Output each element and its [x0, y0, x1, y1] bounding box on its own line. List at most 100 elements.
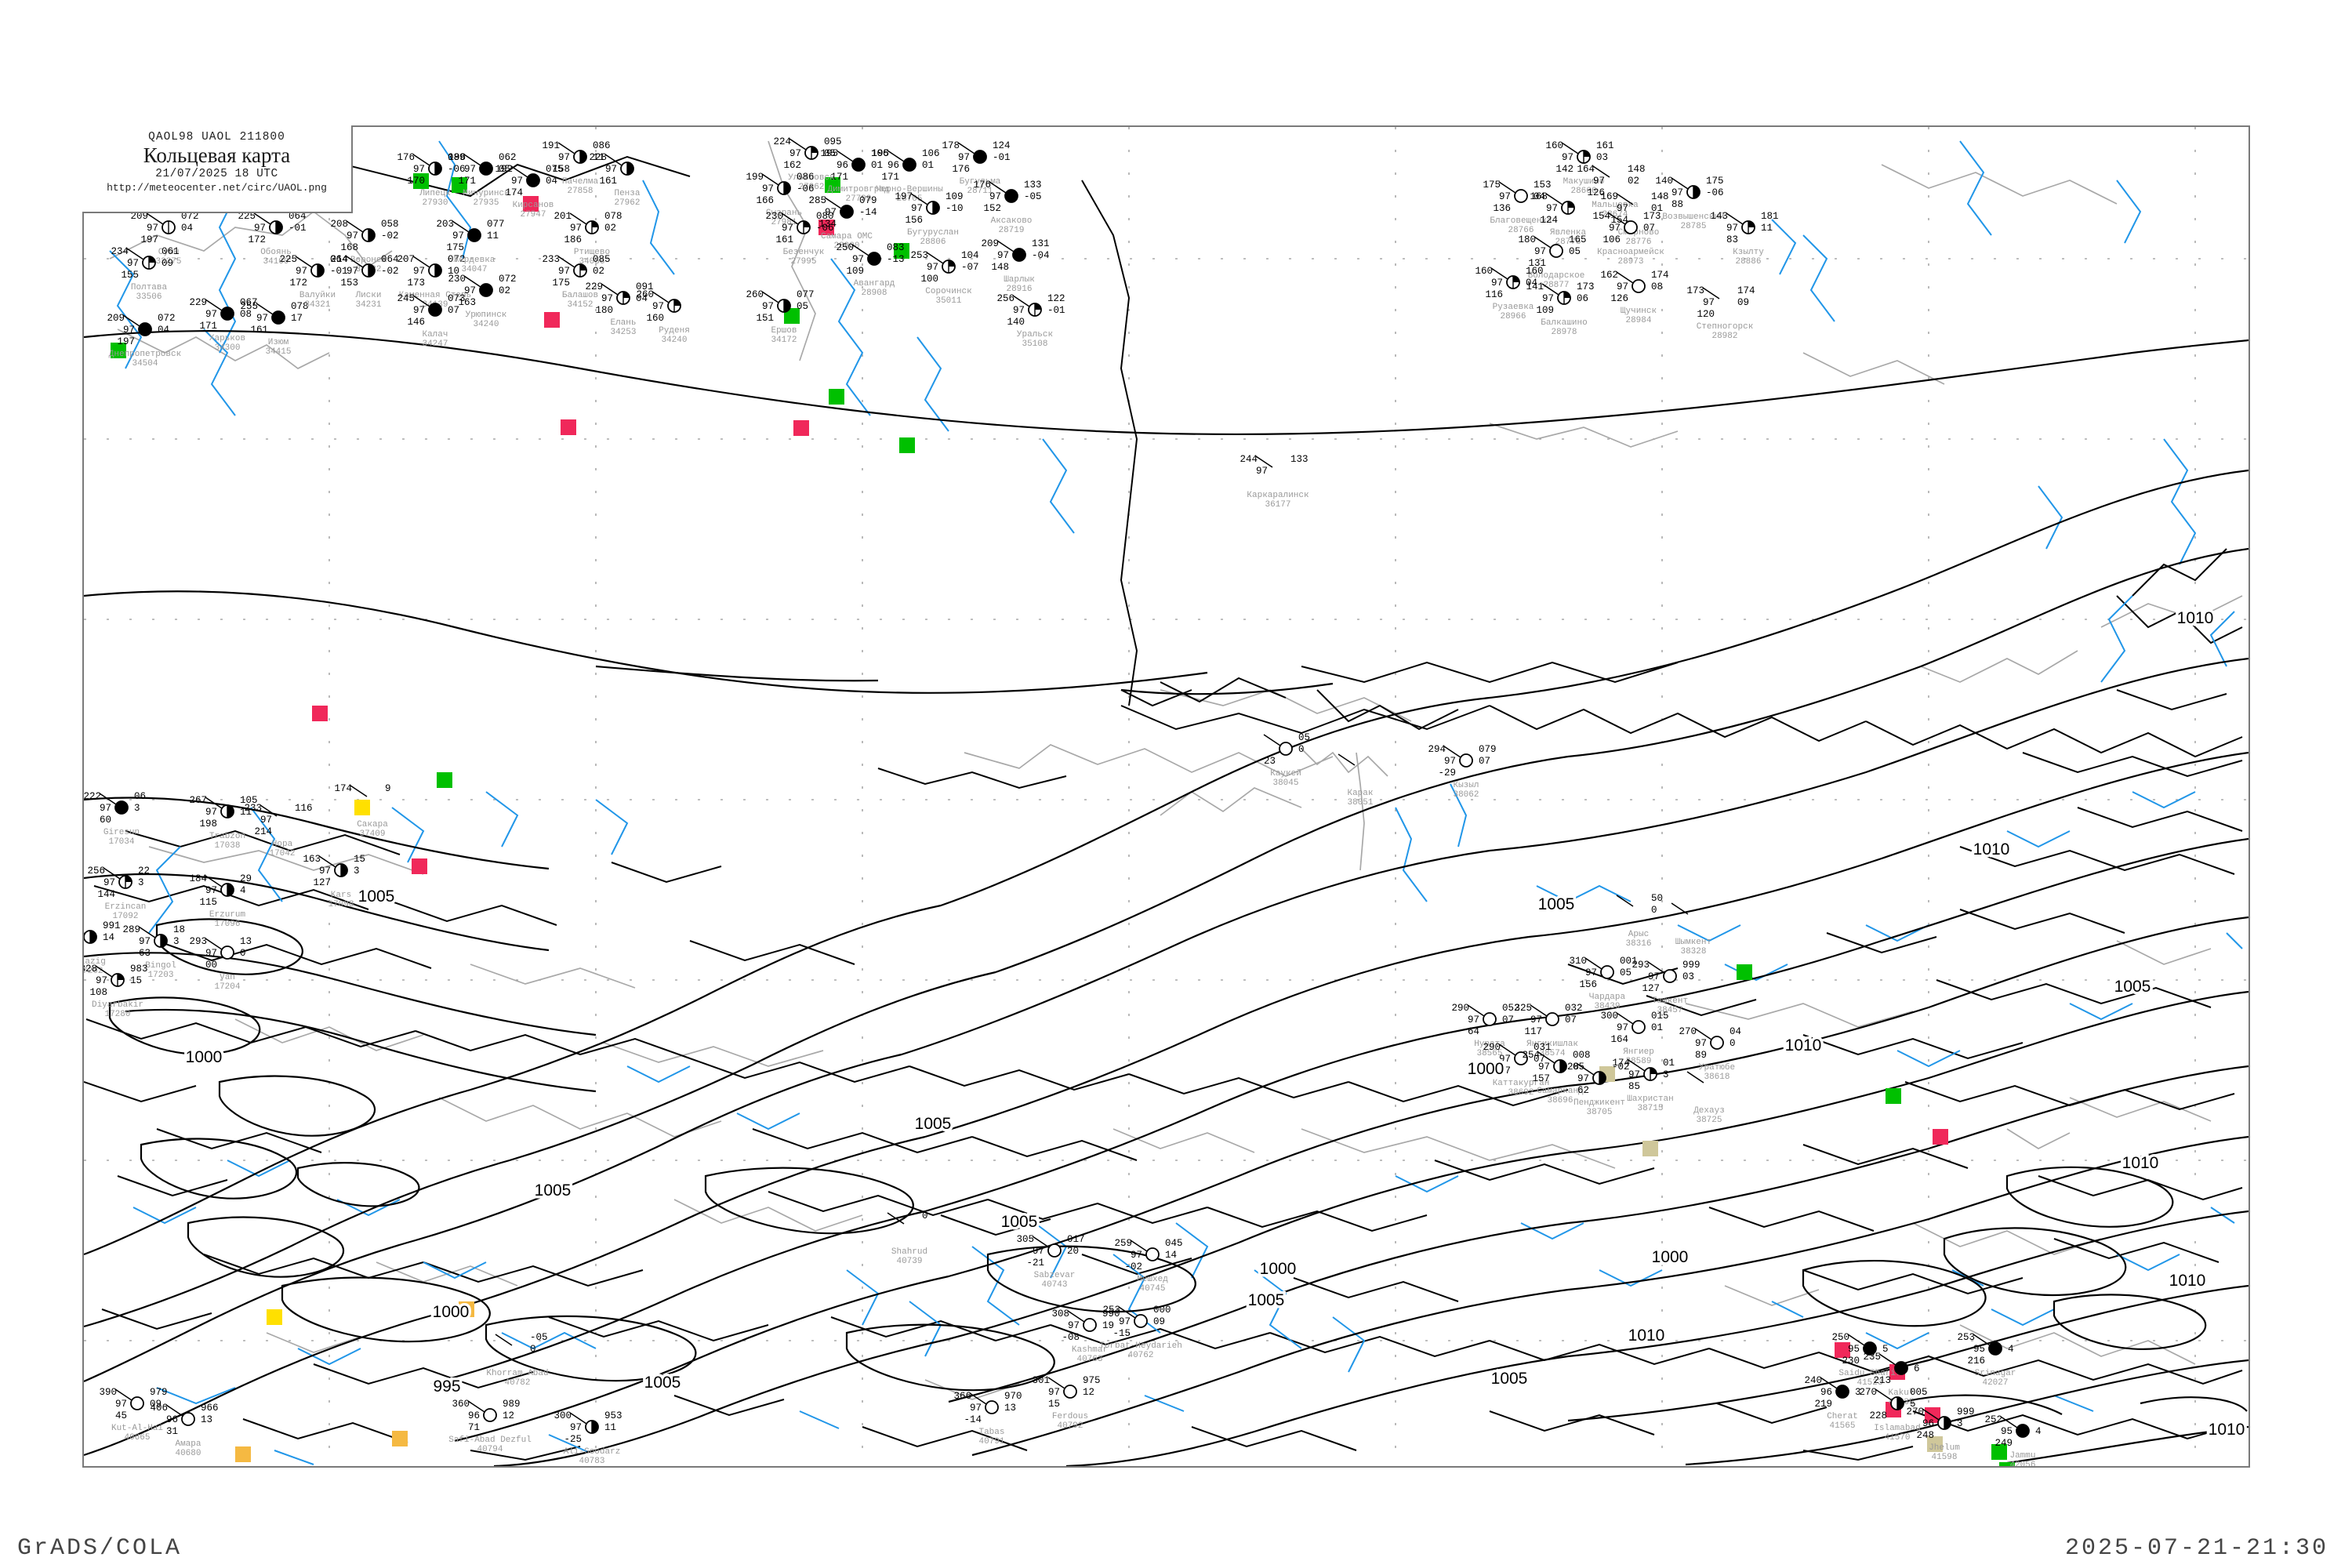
station-pressure-tendency: 224 [773, 136, 791, 147]
wind-barb-icon [1973, 1334, 1991, 1346]
isobar-label: 1005 [1491, 1370, 1528, 1388]
station-name: Нурата [1474, 1040, 1505, 1049]
station-pressure-tendency: 201 [554, 211, 572, 222]
cloud-cover-icon [361, 263, 376, 278]
station-name: Благовещенка [1490, 216, 1552, 226]
isobar-label: 1010 [1973, 840, 2010, 858]
station-name: Пенджикент [1573, 1098, 1625, 1108]
title-cartouche: QAOL98 UAOL 211800 Кольцевая карта 21/07… [82, 125, 353, 213]
station-pressure-tendency: 294 [1428, 744, 1446, 755]
cloud-cover-icon [902, 158, 916, 172]
station-name: Обоянь [260, 247, 292, 257]
rivers [109, 140, 2243, 1465]
station-wmo-id: 33506 [136, 292, 162, 302]
station-pressure-change: 03 [1682, 971, 1694, 982]
station-pressure: -05 [530, 1332, 548, 1343]
wind-barb-icon [1443, 746, 1461, 758]
station-wmo-id: 40791 [978, 1437, 1004, 1446]
isobar-label: 1000 [1260, 1260, 1297, 1278]
station-pressure-tendency: 195 [871, 148, 889, 159]
station-pressure-tendency: 222 [83, 791, 101, 802]
station-pressure-change: -06 [797, 183, 815, 194]
station-wmo-id: 34253 [610, 328, 636, 337]
wind-barb-icon [1467, 1004, 1485, 1017]
wind-barb-icon [569, 1412, 587, 1425]
station-pressure-change: 0 [240, 948, 246, 959]
cloud-cover-icon [1012, 248, 1026, 262]
cloud-cover-icon [220, 804, 234, 818]
station-pressure-change: 07 [1643, 223, 1655, 234]
station-pressure-change: 3 [134, 803, 140, 814]
station-wmo-id: 27930 [422, 198, 448, 208]
station-pressure-tendency: 235 [1863, 1352, 1881, 1363]
station-pressure: 079 [1479, 744, 1497, 755]
station-temperature: 97 [605, 164, 617, 175]
station-pressure-tendency: 228 [589, 152, 607, 163]
wind-barb-icon [1592, 165, 1610, 178]
station-pressure-change: 04 [181, 223, 193, 234]
station-pressure: 032 [1565, 1003, 1583, 1014]
station-name: Ali-Goodarz [564, 1447, 621, 1457]
station-dewpoint: 45 [115, 1410, 127, 1421]
cloud-cover-icon [142, 256, 156, 270]
station-temperature: 95 [1848, 1344, 1860, 1355]
station-dewpoint: 126 [1610, 293, 1628, 304]
wind-barb-icon [1498, 1044, 1516, 1056]
wind-barb-icon [1584, 957, 1602, 970]
isobar-label-halo: 1010 [2209, 1421, 2245, 1439]
station-wmo-id: 40762 [1127, 1351, 1153, 1360]
cloud-cover-icon [84, 930, 97, 944]
station-pressure-change: 02 [593, 266, 604, 277]
station-name: Srinagar [1975, 1369, 2016, 1378]
station-temperature: 97 [100, 803, 111, 814]
station-temperature: 97 [762, 183, 774, 194]
station-name: Бугульма [960, 177, 1001, 187]
station-temperature: 97 [852, 254, 864, 265]
cloud-cover-icon [1279, 742, 1293, 756]
station-temperature: 96 [837, 160, 848, 171]
station-wmo-id: 17038 [214, 841, 240, 851]
station-dewpoint: 62 [1577, 1085, 1589, 1096]
station-dewpoint: 249 [1994, 1438, 2013, 1449]
isobar-label-halo: 995 [433, 1377, 460, 1396]
station-pressure: 073 [448, 293, 466, 304]
cloud-cover-icon [1710, 1036, 1724, 1050]
station-wmo-id: 28766 [1508, 226, 1534, 235]
station-temperature: 96 [468, 1410, 480, 1421]
station-pressure-change: 07 [1479, 756, 1490, 767]
cloud-cover-icon [1063, 1385, 1077, 1399]
station-wmo-id: 34321 [304, 300, 330, 310]
wind-barb-icon [1498, 181, 1516, 194]
station-name: Карак [1347, 789, 1373, 798]
station-dewpoint: 117 [1524, 1026, 1542, 1037]
station-pressure-change: 09 [1153, 1316, 1165, 1327]
station-dewpoint: 170 [407, 176, 425, 187]
station-pressure-change: -01 [1047, 305, 1065, 316]
wind-barb-icon [1878, 1353, 1896, 1366]
station-name: Шарлык [1004, 275, 1035, 285]
station-dewpoint: -21 [1026, 1258, 1044, 1269]
station-dewpoint: 171 [830, 172, 848, 183]
station-pressure: 124 [993, 140, 1011, 151]
map-title: Кольцевая карта [143, 143, 291, 167]
isobar-label-halo: 1005 [2114, 978, 2151, 996]
station-pressure-change: -01 [289, 223, 307, 234]
station-pressure: 000 [1153, 1305, 1171, 1316]
station-pressure: 052 [1502, 1003, 1520, 1014]
isobar-label: 1010 [1628, 1327, 1665, 1345]
station-pressure-change: 5 [1910, 1399, 1916, 1410]
station-wmo-id: 38705 [1586, 1108, 1612, 1117]
cloud-cover-icon [479, 283, 493, 297]
cloud-cover-icon [483, 1408, 497, 1422]
station-wmo-id: 38618 [1704, 1073, 1730, 1082]
station-name: Мешхед [1137, 1275, 1168, 1284]
station-pressure: 148 [1628, 164, 1646, 175]
wind-barb-icon [318, 855, 336, 868]
isobar-label: 1010 [2248, 613, 2285, 631]
